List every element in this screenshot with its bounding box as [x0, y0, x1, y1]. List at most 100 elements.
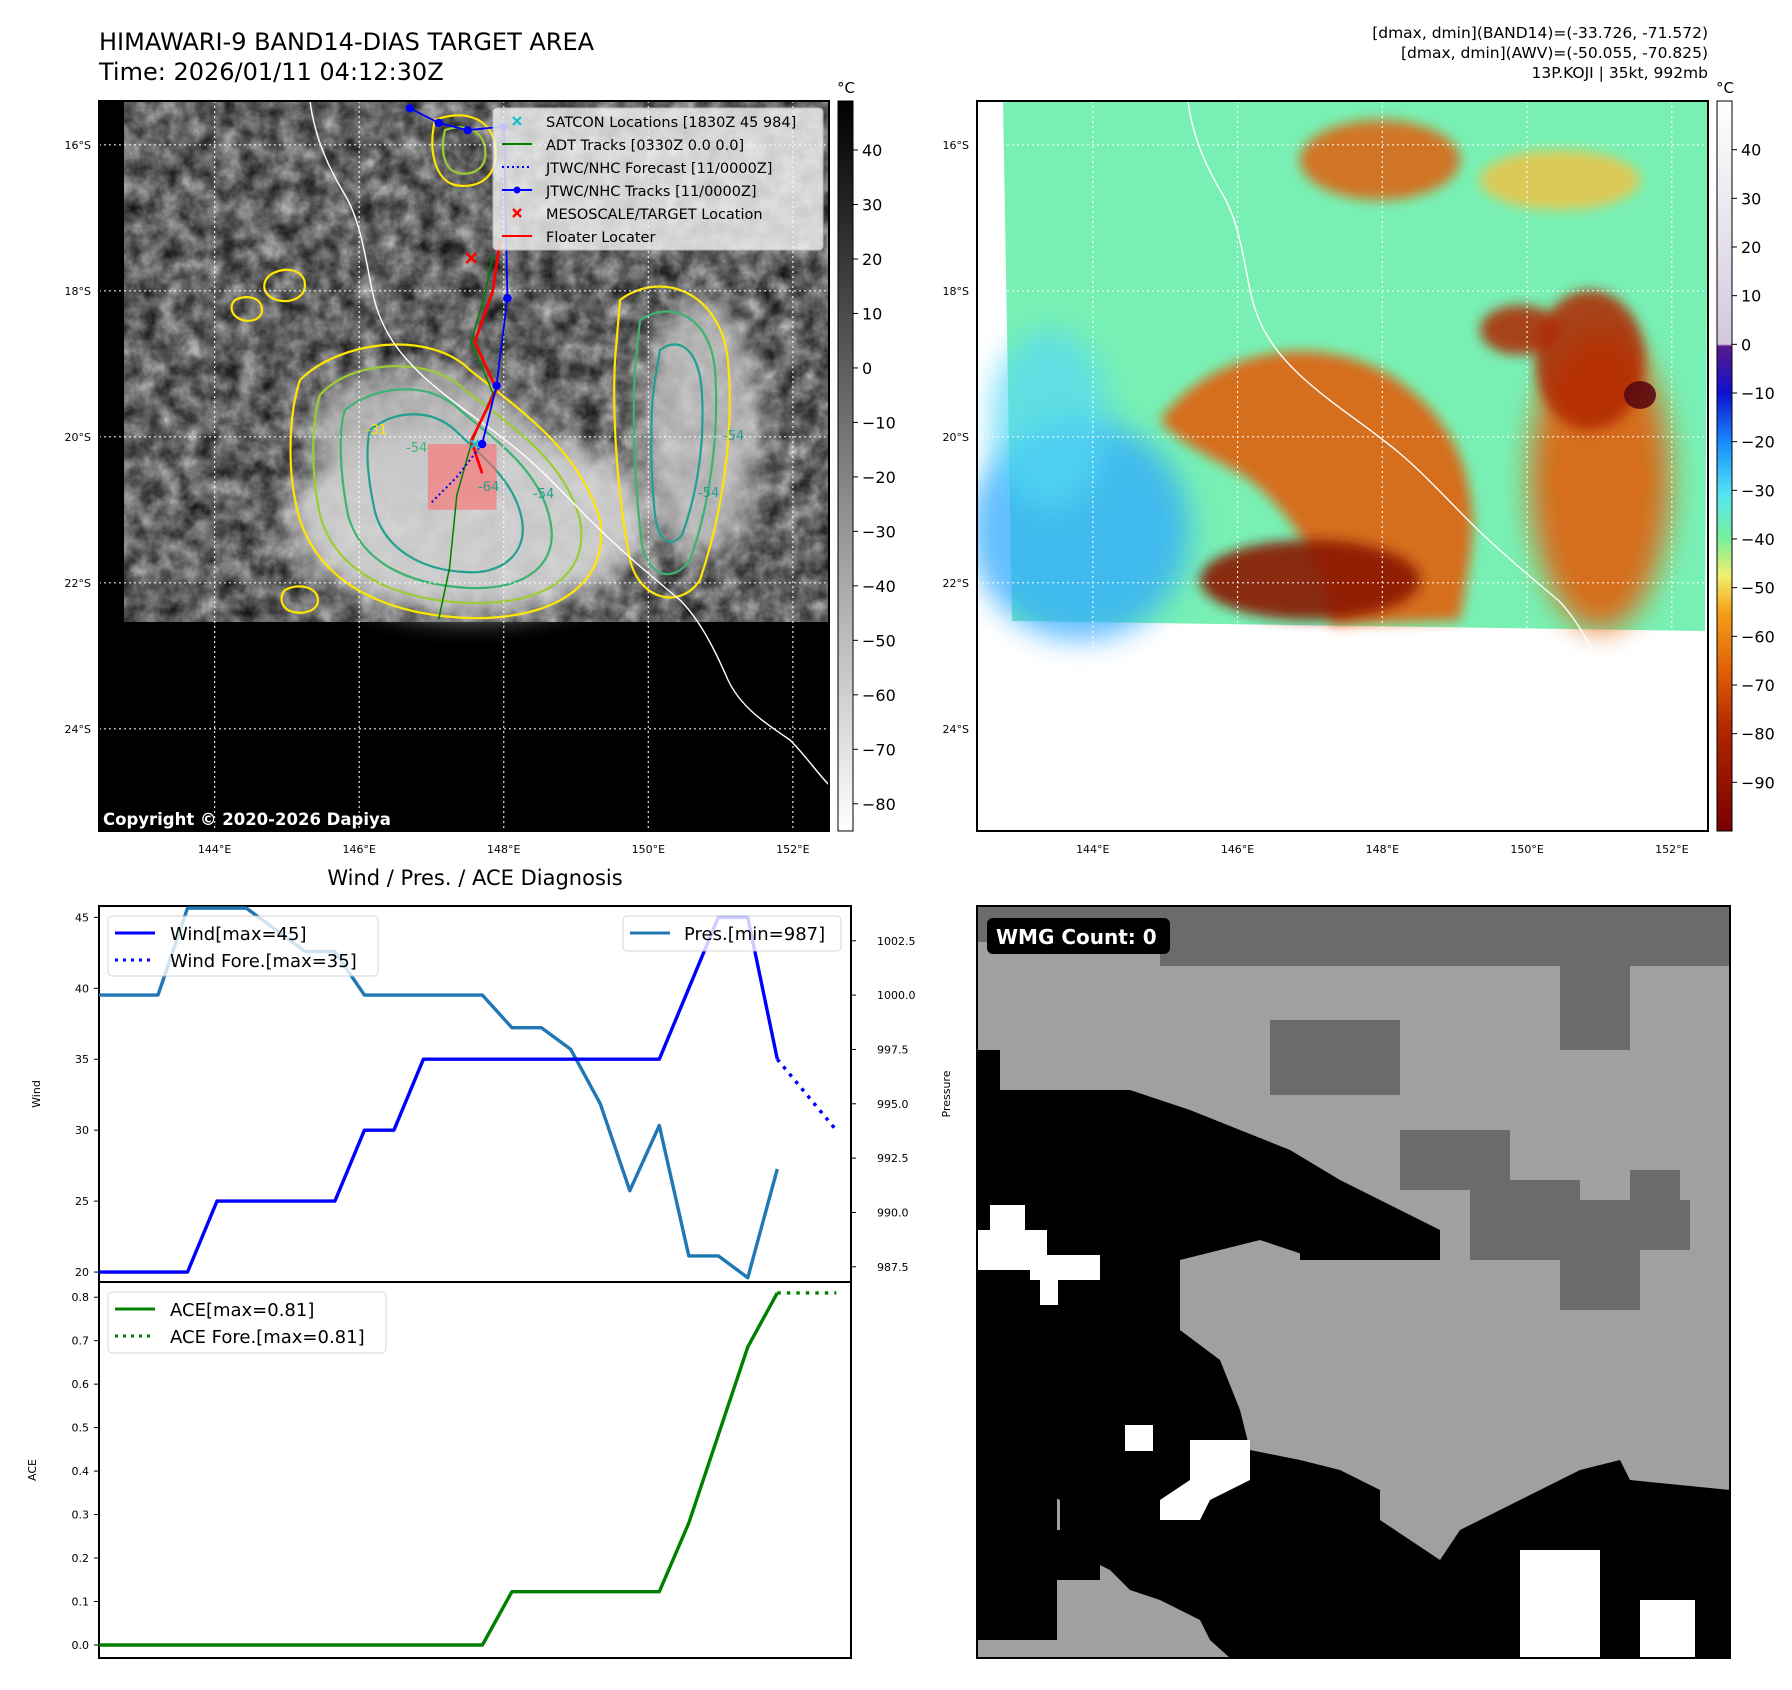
ir-colorbar-bar: [837, 100, 854, 832]
y-tick-label: 0.5: [72, 1422, 90, 1435]
lat-tick-label: 16°S: [943, 139, 969, 152]
lon-tick-label: 150°E: [632, 843, 665, 856]
ace-chart: ACE 0.0 0.1 0.2 0.3 0.4 0.5 0.6 0.7 0.8 ACE[max=…: [26, 1281, 852, 1659]
lon-tick-label: 150°E: [1510, 843, 1543, 856]
colorbar-tick-label: 40: [1741, 141, 1761, 160]
legend-target-symbol: [512, 208, 522, 218]
colorbar-tick-label: 30: [1741, 189, 1761, 208]
colorbar-tick-label: −80: [1741, 725, 1775, 744]
lon-tick-label: 146°E: [1221, 843, 1254, 856]
lat-tick-label: 20°S: [65, 431, 91, 444]
wind-legend: Wind[max=45] Wind Fore.[max=35]: [107, 915, 379, 977]
wmg-cell: [1640, 1600, 1695, 1658]
contour-east-green: [632, 310, 718, 576]
ir-cloud-east: [640, 300, 760, 560]
colorbar-tick-label: −30: [862, 522, 896, 541]
pressure-legend-box: [622, 915, 842, 952]
series-line: [99, 1292, 779, 1647]
target-marker: [465, 252, 478, 264]
wind-yticks: 20 25 30 35 40 45: [75, 911, 99, 1279]
contour-label: -31: [366, 423, 387, 438]
wind-series: [99, 915, 838, 1274]
ir-lat-labels: 16°S 18°S 20°S 22°S 24°S: [65, 139, 91, 736]
wv-band-east-core: [1535, 290, 1645, 430]
lon-tick-label: 146°E: [342, 843, 375, 856]
lon-tick-label: 152°E: [1655, 843, 1688, 856]
info-line-1: [dmax, dmin](BAND14)=(-33.726, -71.572): [1372, 24, 1708, 42]
wv-dry-west-2: [990, 330, 1110, 510]
contour-west-blob: [263, 268, 307, 303]
ir-lon-labels: 144°E 146°E 148°E 150°E 152°E: [198, 843, 810, 856]
colorbar-tick-label: −10: [862, 413, 896, 432]
wv-gridlines: [977, 101, 1708, 831]
contour-west-blob-2: [230, 296, 264, 322]
ace-yticks: 0.0 0.1 0.2 0.3 0.4 0.5 0.6 0.7 0.8: [72, 1291, 99, 1652]
colorbar-tick-label: −20: [1741, 433, 1775, 452]
wind-legend-box: [107, 915, 379, 977]
contour-label: -54: [533, 487, 554, 502]
legend-forecast-label: JTWC/NHC Forecast [11/0000Z]: [545, 161, 772, 177]
colorbar-tick-label: −70: [862, 740, 896, 759]
wind-pressure-chart: Wind Pressure 20 25 30 35 40 45 987.5 990.0 992…: [30, 905, 953, 1283]
colorbar-tick-label: −50: [862, 631, 896, 650]
ace-legend-solid-label: ACE[max=0.81]: [170, 1300, 314, 1321]
contour-yellow: [289, 343, 603, 620]
wind-ylabel: Wind: [30, 1080, 43, 1108]
wmg-cell: [977, 1470, 1057, 1640]
colorbar-tick-label: −60: [1741, 627, 1775, 646]
diagnosis-title: Wind / Pres. / ACE Diagnosis: [327, 866, 622, 890]
series-line: [99, 906, 779, 1280]
y-tick-label: 0.1: [72, 1595, 90, 1608]
wmg-cell: [1160, 906, 1730, 966]
wmg-cell: [1560, 1250, 1640, 1310]
contour-label: -54: [406, 441, 427, 456]
wv-lon-labels: 144°E 146°E 148°E 150°E 152°E: [1076, 843, 1689, 856]
wv-moist-north-2: [1480, 150, 1640, 210]
y-tick-label: 0.4: [72, 1465, 90, 1478]
y-tick-label: 25: [75, 1195, 89, 1208]
ir-map-frame: [98, 100, 830, 832]
contour-east-teal: [650, 343, 704, 543]
legend-target-label: MESOSCALE/TARGET Location: [546, 207, 763, 223]
x-marker-stroke: [470, 439, 480, 449]
figure-time: Time: 2026/01/11 04:12:30Z: [98, 58, 444, 86]
lat-tick-label: 22°S: [943, 577, 969, 590]
wind-legend-dotted-label: Wind Fore.[max=35]: [170, 951, 357, 972]
wmg-cell: [990, 1205, 1025, 1235]
y-tick-label: 1000.0: [877, 989, 916, 1002]
wmg-count-label: WMG Count: 0: [996, 925, 1157, 949]
contour-label: -54: [698, 486, 719, 501]
contour-sw-blob: [280, 585, 320, 614]
legend-adt-label: ADT Tracks [0330Z 0.0 0.0]: [546, 138, 744, 154]
figure-title: HIMAWARI-9 BAND14-DIAS TARGET AREA: [99, 28, 595, 56]
y-tick-label: 0.2: [72, 1552, 90, 1565]
pressure-legend: Pres.[min=987]: [622, 915, 842, 952]
y-tick-label: 990.0: [877, 1206, 909, 1219]
y-tick-label: 0.7: [72, 1335, 90, 1348]
y-tick-label: 30: [75, 1124, 89, 1137]
ace-legend-box: [107, 1291, 387, 1354]
wmg-cell: [1520, 1550, 1600, 1658]
colorbar-tick-label: −20: [862, 468, 896, 487]
wmg-cell: [1300, 1235, 1330, 1260]
jtwc-track-point: [405, 104, 414, 113]
wmg-cell: [1270, 1020, 1400, 1095]
ir-legend: SATCON Locations [1830Z 45 984] ADT Trac…: [492, 107, 824, 251]
ir-legend-box: [492, 107, 824, 251]
jtwc-track-point: [503, 293, 512, 303]
y-tick-label: 1002.5: [877, 935, 916, 948]
jtwc-track-point: [463, 126, 472, 135]
colorbar-tick-label: −90: [1741, 773, 1775, 792]
ace-ylabel: ACE: [26, 1459, 39, 1481]
legend-satcon-symbol: [512, 116, 522, 126]
x-marker-stroke: [465, 252, 478, 264]
colorbar-tick-label: −30: [1741, 481, 1775, 500]
y-tick-label: 0.0: [72, 1639, 90, 1652]
y-tick-label: 995.0: [877, 1098, 909, 1111]
wmg-cell: [1040, 1275, 1058, 1305]
wv-core: [1200, 540, 1420, 620]
ir-colorbar-ticks: 40 30 20 10 0 −10 −20 −30 −40 −50 −60 −70 −80: [853, 141, 896, 814]
colorbar-tick-label: −60: [862, 686, 896, 705]
lat-tick-label: 20°S: [943, 431, 969, 444]
